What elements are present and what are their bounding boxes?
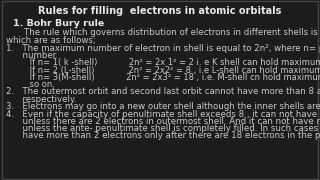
- Text: 1.   The maximum number of electron in shell is equal to 2n², where n= principal: 1. The maximum number of electron in she…: [6, 44, 320, 53]
- Text: The rule which governs distribution of electrons in different shells is called B: The rule which governs distribution of e…: [13, 28, 320, 37]
- Text: 3.   Electrons may go into a new outer shell although the inner shells are incom: 3. Electrons may go into a new outer she…: [6, 102, 320, 111]
- Text: which are as follows;: which are as follows;: [6, 36, 96, 45]
- Text: respectively.: respectively.: [6, 95, 77, 104]
- Text: unless there are 2 electrons in outermost shell. And it can not have more than 9: unless there are 2 electrons in outermos…: [6, 117, 320, 126]
- Text: have more than 2 electrons only after there are 18 electrons in the penultimate : have more than 2 electrons only after th…: [6, 131, 320, 140]
- Text: 2.   The outermost orbit and second last orbit cannot have more than 8 and 18 el: 2. The outermost orbit and second last o…: [6, 87, 320, 96]
- Text: unless the ante- penultimate shell is completely filled. In such cases , the out: unless the ante- penultimate shell is co…: [6, 124, 320, 133]
- Text: 1. Bohr Bury rule: 1. Bohr Bury rule: [13, 19, 104, 28]
- Text: 4.   Even if the capacity of penultimate shell exceeds 8 , it can not have more : 4. Even if the capacity of penultimate s…: [6, 110, 320, 119]
- Text: so on.: so on.: [6, 80, 55, 89]
- Text: If n= 2 (L-shell)             2n² = 2x2² = 8 , i.e L-shell can hold maximum of 8: If n= 2 (L-shell) 2n² = 2x2² = 8 , i.e L…: [6, 66, 320, 75]
- Text: If n= 3(M-shell)            2n² = 2x3² = 18 , i.e. M-shell cn hold maximum of 18: If n= 3(M-shell) 2n² = 2x3² = 18 , i.e. …: [6, 73, 320, 82]
- Text: number.: number.: [6, 51, 59, 60]
- Text: If n= 1( k -shell)            2n² = 2x 1² = 2 i. e K shell can hold maximum of 2: If n= 1( k -shell) 2n² = 2x 1² = 2 i. e …: [6, 58, 320, 67]
- Text: Rules for filling  electrons in atomic orbitals: Rules for filling electrons in atomic or…: [38, 6, 282, 16]
